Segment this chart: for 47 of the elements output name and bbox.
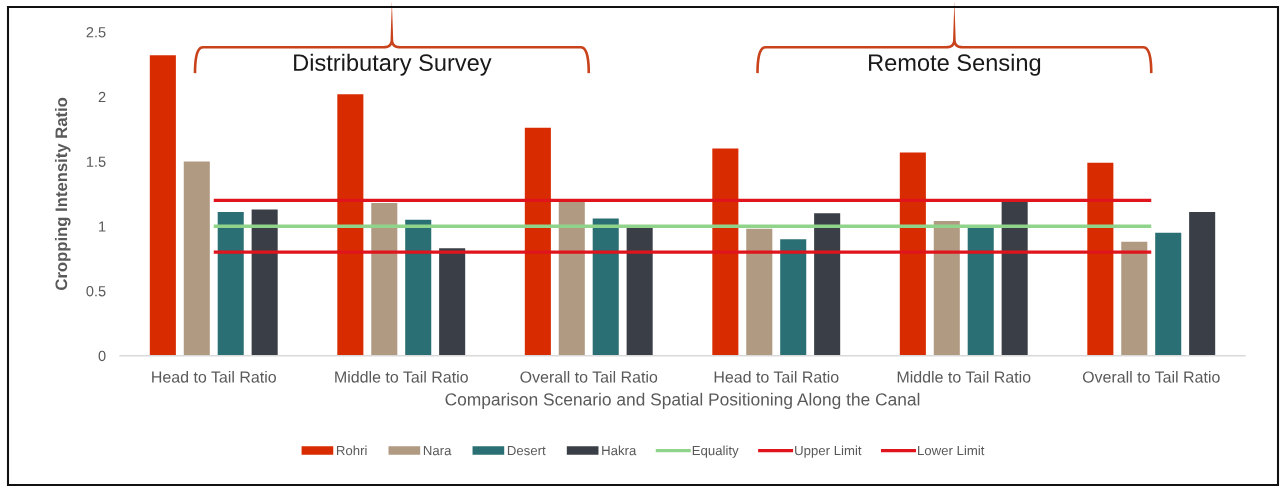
y-tick-label: 2 xyxy=(98,91,106,103)
legend-label: Rohri xyxy=(336,445,367,456)
bar xyxy=(780,239,807,356)
bar xyxy=(1001,200,1028,356)
bar xyxy=(1155,232,1182,356)
y-tick-label: 1 xyxy=(99,221,106,232)
bar xyxy=(899,152,926,356)
bar xyxy=(1121,241,1148,356)
bar xyxy=(371,202,398,356)
bar xyxy=(814,213,841,356)
bar xyxy=(439,248,466,356)
x-tick-label: Head to Tail Ratio xyxy=(152,370,276,383)
x-axis-title: Comparison Scenario and Spatial Positioning Along the Canal xyxy=(445,392,920,409)
bar xyxy=(592,218,619,356)
annotation: Remote Sensing xyxy=(869,53,1041,76)
bar xyxy=(746,228,773,356)
legend-label: Lower Limit xyxy=(918,445,985,456)
bar xyxy=(251,209,278,356)
bar xyxy=(712,148,739,356)
legend-label: Desert xyxy=(507,446,546,456)
annotation: Distributary Survey xyxy=(294,53,492,76)
bar xyxy=(626,227,653,356)
bar xyxy=(933,221,960,356)
legend-label: Equality xyxy=(692,445,739,458)
legend-label: Upper Limit xyxy=(795,445,862,458)
legend-label: Hakra xyxy=(602,445,637,456)
bar xyxy=(337,94,364,356)
x-tick-label: Overall to Tail Ratio xyxy=(1082,370,1220,383)
bar xyxy=(1189,211,1216,356)
bar xyxy=(217,211,244,356)
y-tick-label: 1.5 xyxy=(86,156,106,167)
bar xyxy=(405,219,432,356)
x-tick-label: Middle to Tail Ratio xyxy=(335,370,468,383)
bar xyxy=(967,227,994,356)
y-tick-label: 0 xyxy=(98,350,106,362)
bar xyxy=(558,201,585,356)
y-tick-label: 2.5 xyxy=(86,27,106,38)
bar xyxy=(524,127,551,356)
y-axis-title: Cropping Intensity Ratio xyxy=(54,97,71,290)
bar xyxy=(149,55,176,356)
x-tick-label: Head to Tail Ratio xyxy=(714,370,839,383)
bar xyxy=(183,161,210,356)
y-tick-label: 0.5 xyxy=(86,286,106,297)
bar xyxy=(1087,162,1114,356)
x-tick-label: Middle to Tail Ratio xyxy=(897,370,1031,383)
legend-label: Nara xyxy=(423,446,452,456)
x-tick-label: Overall to Tail Ratio xyxy=(520,370,658,383)
